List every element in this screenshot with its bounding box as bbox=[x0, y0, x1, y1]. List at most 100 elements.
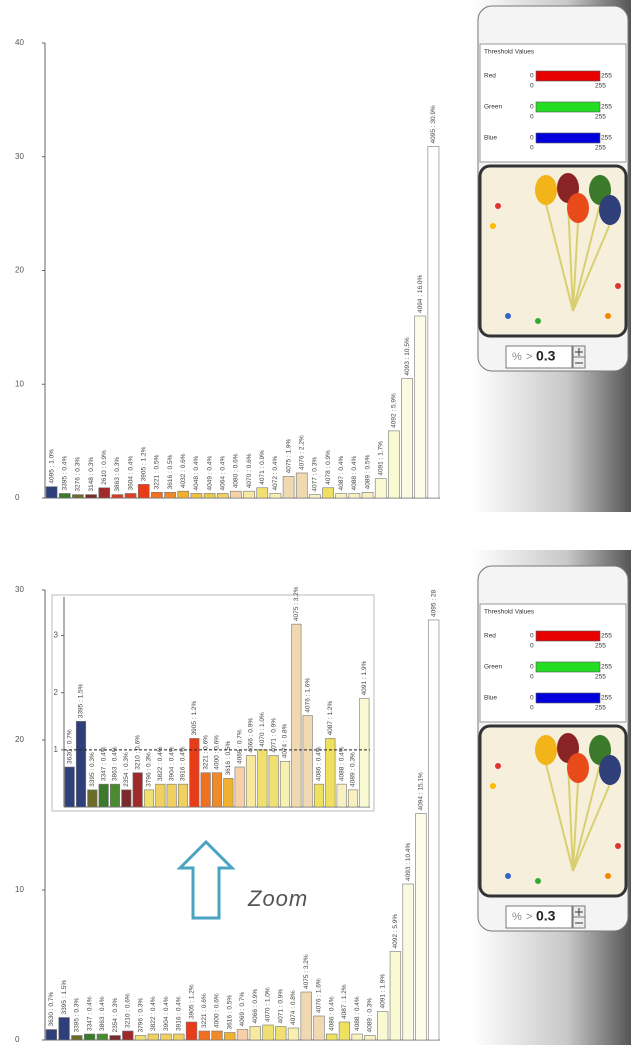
value-label: 4092 : 5.9% bbox=[392, 914, 399, 949]
value-label: 3863 : 0.4% bbox=[112, 746, 119, 781]
value-label: 3395 : 1.5% bbox=[61, 980, 68, 1015]
bar bbox=[112, 495, 123, 498]
value-label: 3630 : 0.7% bbox=[48, 992, 55, 1027]
value-label: 4076 : 2.2% bbox=[298, 435, 305, 470]
bar bbox=[212, 1031, 223, 1040]
spinner-op: > bbox=[526, 351, 532, 363]
value-label: 3395 : 0.3% bbox=[74, 998, 81, 1033]
bar bbox=[97, 1034, 108, 1040]
value-label: 4088 : 0.4% bbox=[354, 996, 361, 1031]
bar bbox=[360, 698, 370, 807]
bar bbox=[323, 488, 334, 498]
panel-title: Threshold Values bbox=[484, 49, 535, 56]
screen: Zoom 0102030404095 : 1.0%3395 : 0.4%3276… bbox=[0, 0, 631, 1045]
value-label: 4088 : 0.4% bbox=[351, 456, 358, 491]
bar bbox=[110, 1036, 121, 1041]
spinner-op: > bbox=[526, 911, 532, 923]
row-min: 0 bbox=[530, 633, 534, 640]
bar bbox=[99, 784, 109, 807]
bar bbox=[191, 493, 202, 498]
bar bbox=[309, 495, 320, 498]
value-label: 3221 : 0.6% bbox=[201, 993, 208, 1028]
bar bbox=[125, 493, 136, 498]
row-min: 0 bbox=[530, 104, 534, 111]
row-bar bbox=[536, 662, 600, 672]
value-label: 4071 : 0.9% bbox=[277, 989, 284, 1024]
y-tick-label: 30 bbox=[15, 152, 24, 161]
bar bbox=[224, 778, 234, 807]
value-label: 4075 : 3.2% bbox=[293, 586, 300, 621]
bar bbox=[199, 1031, 210, 1040]
value-label: 3395 : 0.3% bbox=[89, 752, 96, 787]
bar bbox=[275, 1027, 286, 1041]
value-label: 4064 : 0.4% bbox=[219, 456, 226, 491]
bar bbox=[99, 488, 110, 498]
value-label: 3347 : 0.4% bbox=[100, 746, 107, 781]
row-max: 255 bbox=[601, 633, 612, 640]
value-label: 4076 : 1.6% bbox=[304, 678, 311, 713]
value-label: 3347 : 0.4% bbox=[86, 996, 93, 1031]
spinner-value: 0.3 bbox=[536, 908, 556, 924]
row-name: Blue bbox=[484, 135, 497, 142]
bar bbox=[204, 493, 215, 498]
bar bbox=[190, 738, 200, 807]
value-label: 4088 : 0.4% bbox=[338, 746, 345, 781]
value-label: 4094 : 15.1% bbox=[418, 772, 425, 811]
bar bbox=[133, 773, 143, 807]
value-label: 3905 : 1.2% bbox=[140, 446, 147, 481]
row-name: Green bbox=[484, 664, 502, 671]
value-label: 4077 : 0.3% bbox=[312, 457, 319, 492]
bar bbox=[296, 473, 307, 498]
candy bbox=[495, 763, 501, 769]
value-label: 4089 : 0.5% bbox=[364, 454, 371, 489]
bar bbox=[270, 493, 281, 498]
value-label: 4089 : 0.3% bbox=[367, 998, 374, 1033]
value-label: 4071 : 0.9% bbox=[259, 450, 266, 485]
value-label: 3616 : 0.5% bbox=[167, 454, 174, 489]
row-min: 0 bbox=[530, 674, 534, 681]
row-min: 0 bbox=[530, 695, 534, 702]
bar bbox=[250, 1027, 261, 1041]
bar bbox=[122, 790, 132, 807]
zoom-label: Zoom bbox=[247, 886, 308, 911]
balloon bbox=[535, 175, 557, 205]
bar bbox=[161, 1034, 172, 1040]
bar bbox=[314, 784, 324, 807]
value-label: 4075 : 1.9% bbox=[285, 438, 292, 473]
y-tick-label: 0 bbox=[15, 493, 20, 502]
value-label: 4076 : 1.6% bbox=[316, 978, 323, 1013]
candy bbox=[490, 783, 496, 789]
candy bbox=[605, 873, 611, 879]
value-label: 4074 : 0.8% bbox=[290, 990, 297, 1025]
value-label: 4094 : 16.0% bbox=[417, 274, 424, 313]
bar bbox=[246, 756, 256, 807]
value-label: 4091 : 1.9% bbox=[379, 974, 386, 1009]
y-tick-label: 1 bbox=[54, 745, 59, 754]
value-label: 3905 : 1.2% bbox=[191, 701, 198, 736]
balloon bbox=[535, 735, 557, 765]
value-label: 4093 : 10.4% bbox=[405, 842, 412, 881]
spinner-value: 0.3 bbox=[536, 348, 556, 364]
bar bbox=[377, 1012, 388, 1041]
value-label: 3395 : 0.4% bbox=[61, 456, 68, 491]
threshold-panel: Threshold ValuesRed02550255Green02550255… bbox=[478, 566, 628, 931]
bar bbox=[76, 721, 86, 807]
bar bbox=[110, 784, 120, 807]
value-label: 4089 : 0.3% bbox=[350, 752, 357, 787]
value-label: 3796 : 0.3% bbox=[146, 752, 153, 787]
candy bbox=[535, 318, 541, 324]
value-label: 3221 : 0.5% bbox=[154, 454, 161, 489]
row-name: Blue bbox=[484, 695, 497, 702]
bar bbox=[156, 784, 166, 807]
row-max: 255 bbox=[595, 145, 606, 152]
bar bbox=[72, 1036, 83, 1041]
row-bar bbox=[536, 102, 600, 112]
bar bbox=[84, 1034, 95, 1040]
y-tick-label: 20 bbox=[15, 266, 24, 275]
bar bbox=[288, 1028, 299, 1040]
y-tick-label: 20 bbox=[15, 735, 24, 744]
bar bbox=[365, 1036, 376, 1041]
bar bbox=[135, 1036, 146, 1041]
y-tick-label: 30 bbox=[15, 585, 24, 594]
y-tick-label: 0 bbox=[15, 1035, 20, 1044]
